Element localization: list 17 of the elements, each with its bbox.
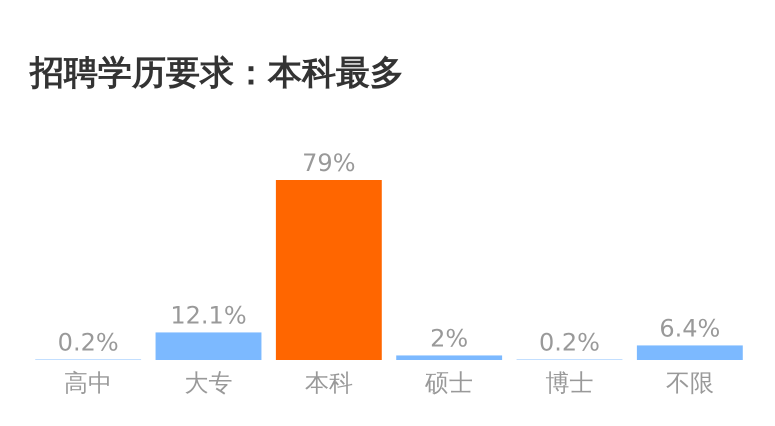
x-tick-label: 硕士: [424, 369, 474, 397]
x-tick-label: 本科: [304, 369, 353, 397]
x-tick-label: 高中: [64, 369, 112, 397]
bar: [636, 345, 743, 360]
x-tick-label: 不限: [666, 369, 714, 397]
data-label: 0.2%: [58, 328, 119, 357]
data-label: 2%: [430, 324, 468, 352]
data-label: 6.4%: [659, 314, 720, 342]
chart-title: 招聘学历要求：本科最多: [28, 53, 404, 93]
bar: [156, 332, 262, 360]
data-label: 79%: [302, 149, 356, 177]
x-tick-label: 大专: [184, 369, 232, 397]
x-tick-label: 博士: [546, 369, 594, 397]
data-label: 0.2%: [539, 328, 600, 357]
data-label: 12.1%: [170, 301, 247, 330]
bar: [396, 355, 502, 360]
bar: [276, 180, 382, 360]
